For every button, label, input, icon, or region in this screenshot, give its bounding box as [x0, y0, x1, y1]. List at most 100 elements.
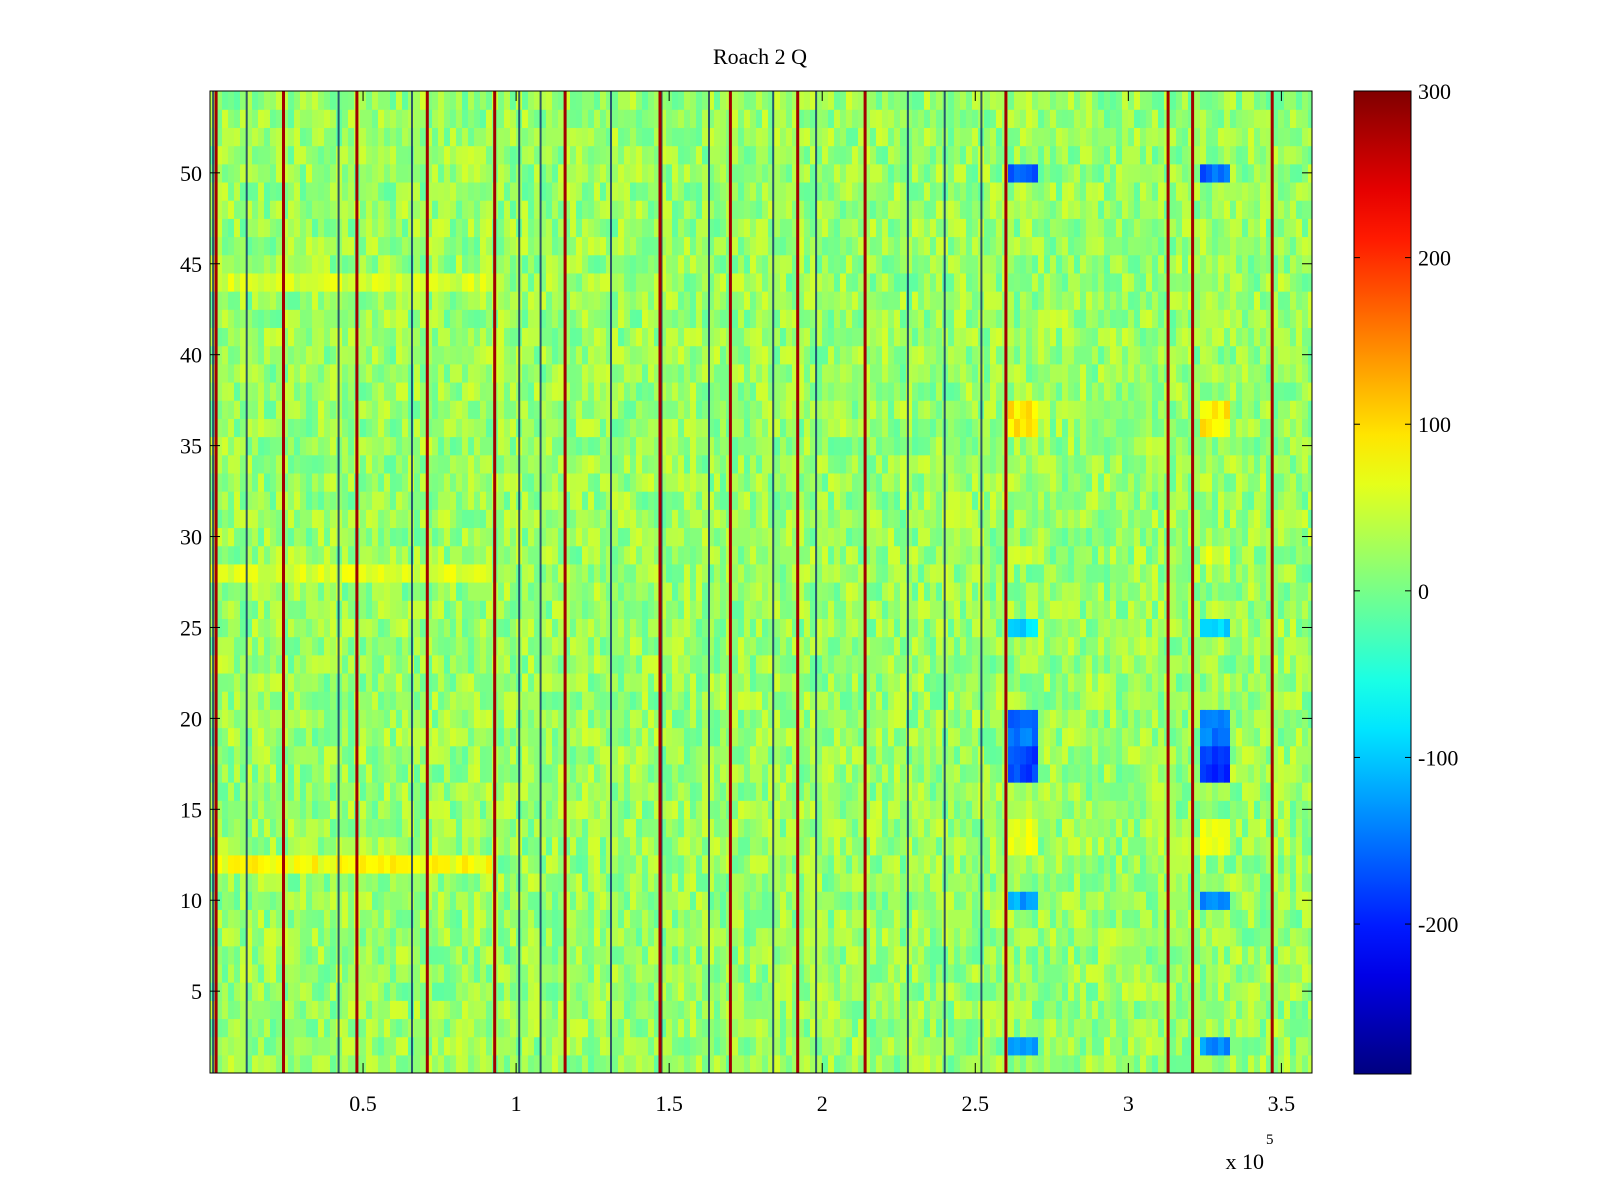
- heatmap-cell: [468, 691, 475, 710]
- heatmap-cell: [1230, 727, 1237, 747]
- heatmap-cell: [390, 727, 397, 747]
- heatmap-cell: [870, 909, 877, 929]
- heatmap-cell: [1194, 982, 1201, 1001]
- heatmap-cell: [714, 691, 721, 710]
- heatmap-cell: [984, 636, 991, 656]
- heatmap-cell: [498, 927, 505, 947]
- heatmap-cell: [852, 909, 859, 929]
- heatmap-cell: [990, 1036, 997, 1056]
- heatmap-cell: [510, 1054, 517, 1073]
- heatmap-cell: [900, 582, 907, 601]
- heatmap-cell: [888, 654, 895, 674]
- heatmap-cell: [294, 836, 301, 856]
- heatmap-cell: [690, 891, 697, 910]
- heatmap-cell: [384, 636, 391, 656]
- heatmap-cell: [1248, 982, 1255, 1001]
- heatmap-cell: [660, 618, 667, 638]
- heatmap-cell: [618, 691, 625, 710]
- heatmap-cell: [1302, 1000, 1309, 1020]
- heatmap-cell: [660, 963, 667, 983]
- heatmap-cell: [498, 909, 505, 929]
- heatmap-cell: [966, 1000, 973, 1020]
- heatmap-cell: [504, 782, 511, 801]
- heatmap-cell: [888, 836, 895, 856]
- heatmap-cell: [918, 763, 925, 783]
- heatmap-cell: [1242, 654, 1249, 674]
- heatmap-cell: [606, 909, 613, 929]
- heatmap-cell: [1062, 872, 1069, 892]
- heatmap-cell: [828, 945, 835, 965]
- heatmap-cell: [522, 709, 529, 729]
- heatmap-cell: [318, 709, 325, 729]
- heatmap-cell: [1170, 1036, 1177, 1056]
- heatmap-cell: [426, 727, 433, 747]
- heatmap-cell: [810, 891, 817, 910]
- heatmap-cell: [828, 636, 835, 656]
- heatmap-cell: [738, 745, 745, 765]
- heatmap-cell: [654, 982, 661, 1001]
- heatmap-cell: [366, 836, 373, 856]
- heatmap-cell: [858, 963, 865, 983]
- heatmap-cell: [756, 891, 763, 910]
- heatmap-cell: [924, 872, 931, 892]
- heatmap-cell: [1278, 709, 1285, 729]
- heatmap-cell: [984, 618, 991, 638]
- heatmap-cell: [282, 800, 289, 820]
- heatmap-cell: [402, 909, 409, 929]
- heatmap-cell: [558, 945, 565, 965]
- heatmap-cell: [300, 691, 307, 710]
- heatmap-cell: [1098, 1036, 1105, 1056]
- heatmap-cell: [504, 800, 511, 820]
- heatmap-cell: [456, 582, 463, 601]
- heatmap-cell: [738, 963, 745, 983]
- heatmap-cell: [972, 763, 979, 783]
- heatmap-cell: [1218, 872, 1225, 892]
- heatmap-cell: [552, 909, 559, 929]
- heatmap-cell: [816, 618, 823, 638]
- heatmap-cell: [318, 782, 325, 801]
- heatmap-cell: [906, 891, 913, 910]
- heatmap-cell: [1170, 945, 1177, 965]
- heatmap-cell: [786, 1054, 793, 1073]
- heatmap-cell: [780, 618, 787, 638]
- heatmap-cell: [1218, 836, 1225, 856]
- heatmap-cell: [1056, 600, 1063, 619]
- heatmap-cell: [348, 818, 355, 838]
- heatmap-cell: [240, 727, 247, 747]
- heatmap-cell: [1260, 891, 1267, 910]
- heatmap-cell: [1284, 1000, 1291, 1020]
- heatmap-cell: [930, 872, 937, 892]
- heatmap-cell: [900, 909, 907, 929]
- heatmap-cell: [798, 1054, 805, 1073]
- heatmap-cell: [594, 600, 601, 619]
- heatmap-cell: [444, 982, 451, 1001]
- heatmap-cell: [360, 836, 367, 856]
- heatmap-cell: [810, 872, 817, 892]
- heatmap-cell: [732, 691, 739, 710]
- heatmap-cell: [594, 963, 601, 983]
- heatmap-cell: [222, 1000, 229, 1020]
- heatmap-cell: [300, 654, 307, 674]
- heatmap-cell: [828, 909, 835, 929]
- heatmap-cell: [630, 909, 637, 929]
- heatmap-cell: [750, 891, 757, 910]
- heatmap-cell: [642, 1000, 649, 1020]
- heatmap-cell: [1056, 763, 1063, 783]
- heatmap-cell: [642, 709, 649, 729]
- heatmap-cell: [306, 727, 313, 747]
- heatmap-cell: [756, 582, 763, 601]
- heatmap-cell: [1218, 727, 1225, 747]
- heatmap-cell: [582, 727, 589, 747]
- heatmap-cell: [1116, 1054, 1123, 1073]
- heatmap-cell: [816, 836, 823, 856]
- heatmap-cell: [294, 618, 301, 638]
- heatmap-cell: [792, 891, 799, 910]
- heatmap-cell: [1122, 891, 1129, 910]
- heatmap-cell: [1284, 763, 1291, 783]
- heatmap-cell: [594, 672, 601, 692]
- heatmap-cell: [684, 1036, 691, 1056]
- heatmap-cell: [372, 691, 379, 710]
- heatmap-cell: [264, 709, 271, 729]
- heatmap-cell: [1182, 945, 1189, 965]
- heatmap-cell: [1248, 782, 1255, 801]
